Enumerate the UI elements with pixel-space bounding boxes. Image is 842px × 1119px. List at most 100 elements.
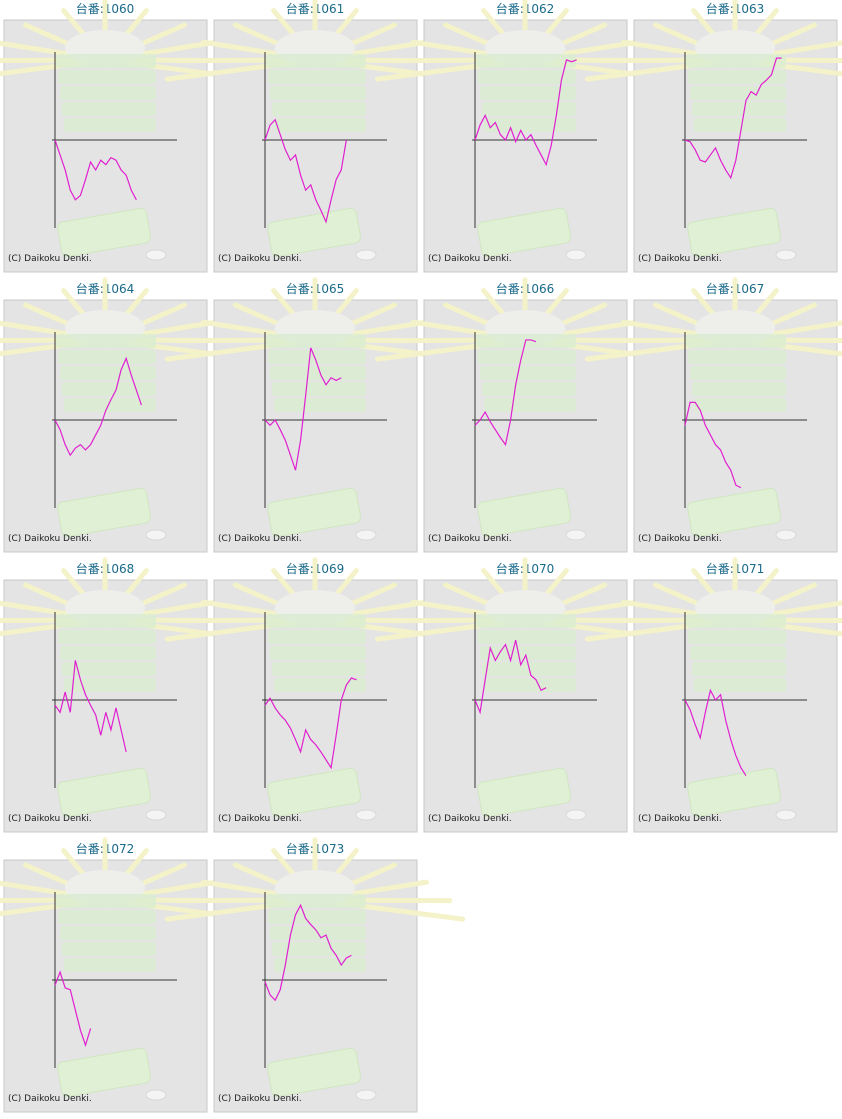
graph-panel: (C) Daikoku Denki.: [0, 277, 256, 553]
decor-coin: [355, 529, 377, 541]
graph-panel: (C) Daikoku Denki.: [0, 0, 256, 273]
decor-block: [690, 646, 786, 660]
decor-block: [58, 70, 156, 84]
data-line: [264, 347, 342, 471]
decor-block: [60, 646, 156, 660]
copyright: (C) Daikoku Denki.: [8, 814, 92, 824]
copyright: (C) Daikoku Denki.: [428, 814, 512, 824]
decor-tray: [687, 767, 781, 818]
decor-tray: [477, 767, 571, 818]
decor-block: [688, 630, 786, 644]
data-line: [264, 903, 352, 1002]
decor-block: [478, 70, 576, 84]
data-line: [684, 57, 782, 180]
decor-block: [694, 678, 786, 692]
decor-block: [484, 678, 576, 692]
copyright: (C) Daikoku Denki.: [638, 534, 722, 544]
decor-block: [690, 86, 786, 100]
decor-coin: [145, 1089, 167, 1101]
decor-tray: [267, 1047, 361, 1098]
graph-panel: (C) Daikoku Denki.: [164, 277, 466, 553]
decor-tray: [267, 767, 361, 818]
decor-tray: [687, 207, 781, 258]
decor-block: [692, 102, 786, 116]
decor-tray: [477, 207, 571, 258]
decor-block: [694, 118, 786, 132]
decor-block: [62, 942, 156, 956]
decor-coin: [565, 249, 587, 261]
decor-tray: [267, 207, 361, 258]
decor-block: [274, 958, 366, 972]
decor-block: [270, 646, 366, 660]
copyright: (C) Daikoku Denki.: [8, 254, 92, 264]
decor-block: [266, 334, 366, 348]
decor-block: [692, 662, 786, 676]
graph-panel: (C) Daikoku Denki.: [164, 557, 466, 833]
decor-block: [266, 894, 366, 908]
data-line: [264, 118, 347, 224]
decor-coin: [775, 249, 797, 261]
graph-panel: (C) Daikoku Denki.: [584, 557, 842, 833]
decor-block: [62, 102, 156, 116]
decor-block: [272, 662, 366, 676]
decor-block: [56, 614, 156, 628]
data-line: [54, 356, 142, 457]
decor-block: [56, 894, 156, 908]
decor-coin: [775, 809, 797, 821]
decor-coin: [145, 529, 167, 541]
decor-coin: [145, 249, 167, 261]
decor-block: [274, 118, 366, 132]
decor-block: [58, 910, 156, 924]
graph-panel: (C) Daikoku Denki.: [374, 557, 676, 833]
graph-panel: (C) Daikoku Denki.: [584, 0, 842, 273]
data-line: [54, 660, 127, 753]
decor-block: [60, 366, 156, 380]
data-line: [54, 970, 92, 1048]
decor-block: [476, 54, 576, 68]
decor-block: [268, 630, 366, 644]
decor-tray: [267, 487, 361, 538]
graph-panel: (C) Daikoku Denki.: [374, 277, 676, 553]
decor-block: [478, 350, 576, 364]
copyright: (C) Daikoku Denki.: [428, 534, 512, 544]
decor-block: [56, 54, 156, 68]
graph-panel: (C) Daikoku Denki.: [164, 0, 466, 273]
copyright: (C) Daikoku Denki.: [218, 534, 302, 544]
decor-coin: [565, 809, 587, 821]
decor-block: [62, 662, 156, 676]
decor-block: [270, 366, 366, 380]
decor-block: [272, 102, 366, 116]
copyright: (C) Daikoku Denki.: [428, 254, 512, 264]
decor-block: [688, 350, 786, 364]
copyright: (C) Daikoku Denki.: [8, 1094, 92, 1104]
decor-block: [478, 630, 576, 644]
decor-block: [58, 630, 156, 644]
data-line: [474, 640, 547, 715]
decor-block: [60, 86, 156, 100]
decor-block: [272, 382, 366, 396]
decor-coin: [565, 529, 587, 541]
decor-block: [62, 382, 156, 396]
decor-block: [274, 678, 366, 692]
decor-block: [476, 614, 576, 628]
decor-block: [64, 118, 156, 132]
decor-tray: [477, 487, 571, 538]
decor-block: [58, 350, 156, 364]
decor-tray: [57, 767, 151, 818]
data-line: [684, 401, 742, 489]
decor-block: [60, 926, 156, 940]
decor-block: [56, 334, 156, 348]
graph-panel: (C) Daikoku Denki.: [374, 0, 676, 273]
decor-tray: [687, 487, 781, 538]
decor-block: [482, 102, 576, 116]
graph-panel: (C) Daikoku Denki.: [0, 557, 256, 833]
data-line: [474, 339, 537, 447]
decor-coin: [355, 809, 377, 821]
copyright: (C) Daikoku Denki.: [218, 254, 302, 264]
decor-block: [272, 942, 366, 956]
decor-block: [482, 382, 576, 396]
decor-block: [268, 70, 366, 84]
decor-block: [268, 350, 366, 364]
decor-block: [690, 366, 786, 380]
decor-tray: [57, 487, 151, 538]
